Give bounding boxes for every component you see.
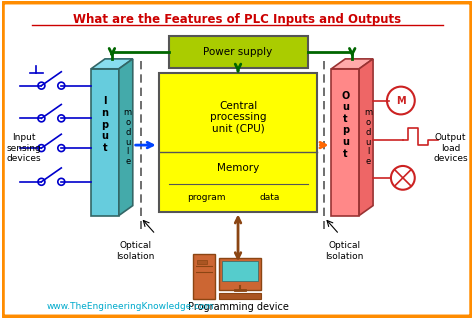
- Text: I
n
p
u
t: I n p u t: [101, 96, 109, 153]
- Bar: [169, 36, 308, 68]
- Text: Memory: Memory: [217, 163, 259, 173]
- Text: program: program: [187, 193, 226, 202]
- Bar: [91, 69, 119, 216]
- Text: M: M: [396, 95, 406, 106]
- Text: m
o
d
u
l
e: m o d u l e: [124, 108, 132, 166]
- Text: m
o
d
u
l
e: m o d u l e: [364, 108, 372, 166]
- Bar: [219, 293, 261, 299]
- Text: Central
processing
unit (CPU): Central processing unit (CPU): [210, 101, 266, 134]
- Bar: [159, 73, 318, 211]
- Text: Output
load
devices: Output load devices: [433, 133, 468, 163]
- Bar: [331, 69, 359, 216]
- Text: What are the Features of PLC Inputs and Outputs: What are the Features of PLC Inputs and …: [73, 13, 401, 26]
- Polygon shape: [359, 59, 373, 216]
- Polygon shape: [91, 59, 133, 69]
- Text: O
u
t
p
u
t: O u t p u t: [341, 91, 349, 159]
- Bar: [197, 260, 207, 264]
- Polygon shape: [119, 59, 133, 216]
- Text: Optical
Isolation: Optical Isolation: [325, 241, 364, 261]
- Bar: [219, 258, 261, 290]
- Text: Optical
Isolation: Optical Isolation: [117, 241, 155, 261]
- Bar: [193, 254, 215, 299]
- Text: Input
sensing
devices: Input sensing devices: [6, 133, 41, 163]
- Polygon shape: [331, 59, 373, 69]
- Text: data: data: [260, 193, 280, 202]
- Bar: [222, 261, 258, 281]
- Text: Programming device: Programming device: [188, 302, 289, 312]
- Text: www.TheEngineeringKnowledge.com: www.TheEngineeringKnowledge.com: [47, 302, 215, 311]
- Text: Power supply: Power supply: [203, 47, 273, 57]
